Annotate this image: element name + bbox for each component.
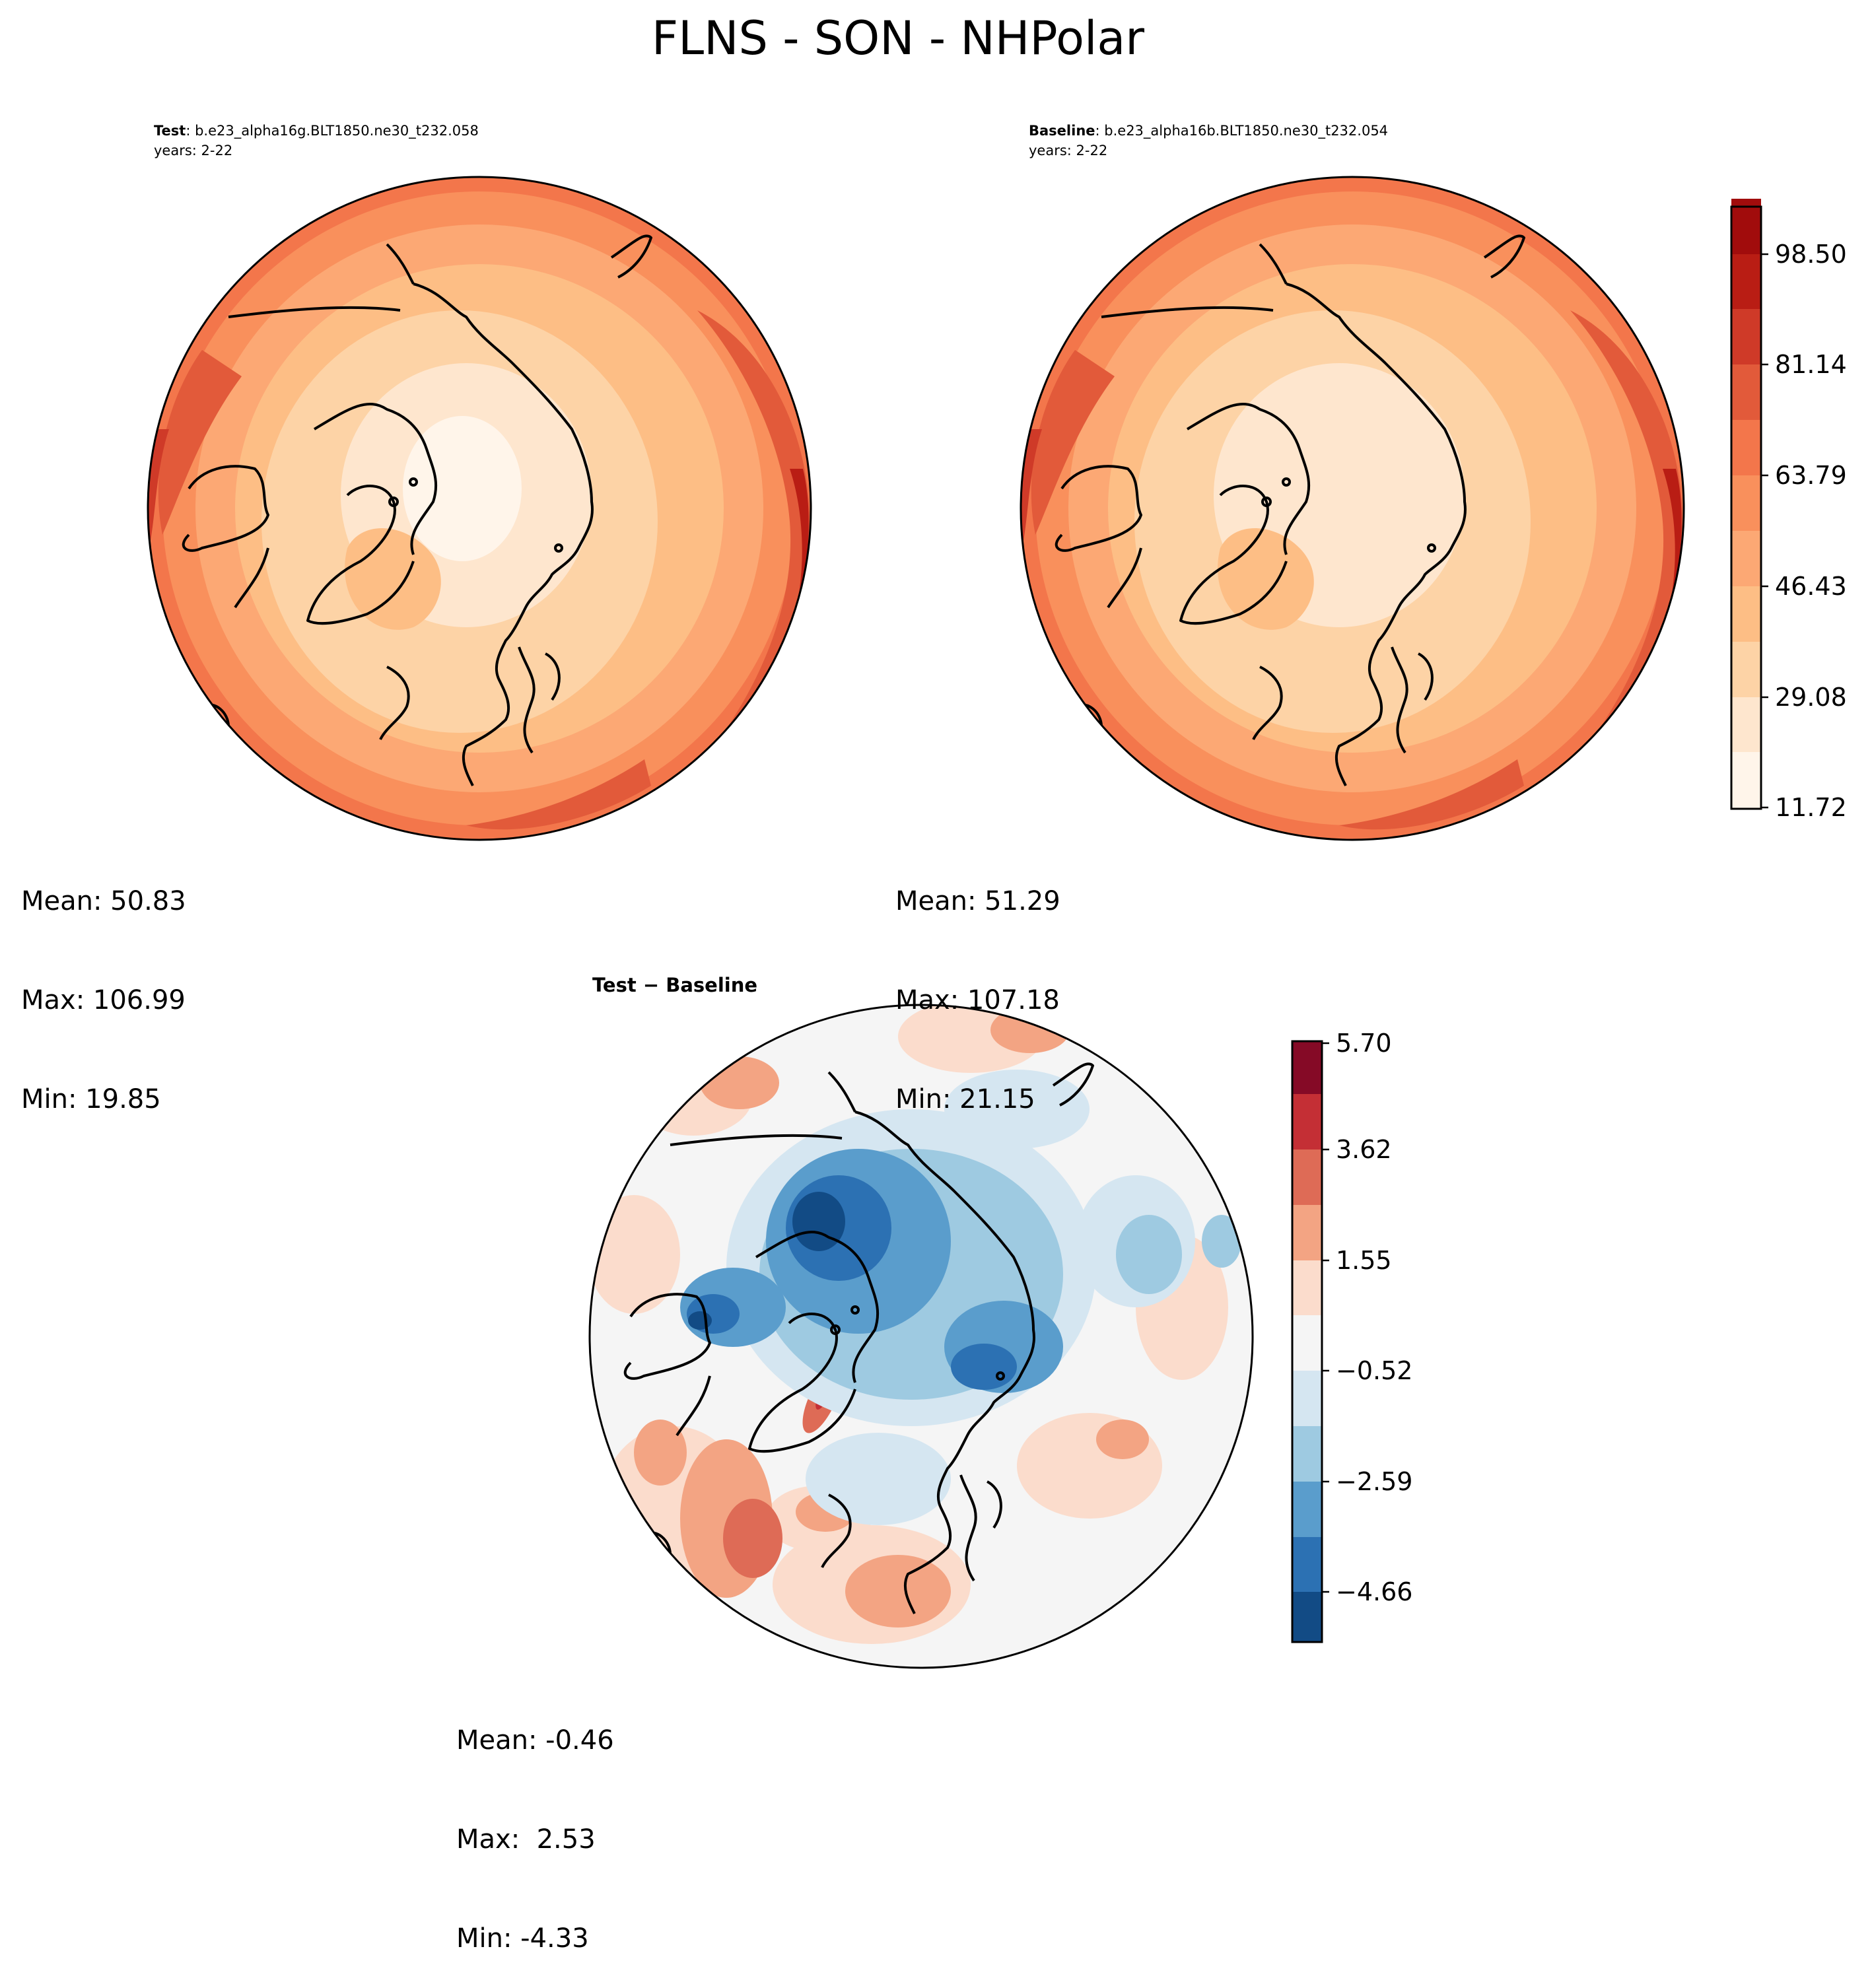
colorbar-main: 11.72 29.08 46.43 63.79 81.14 98.50 xyxy=(1730,199,1847,822)
colorbar-main-tick: 81.14 xyxy=(1775,350,1847,379)
test-max: Max: 106.99 xyxy=(21,985,186,1015)
colorbar-diff-tick: −2.59 xyxy=(1336,1467,1412,1496)
colorbar-main-tick: 29.08 xyxy=(1775,683,1847,712)
diff-map-boundary xyxy=(588,1004,1254,1669)
test-min: Min: 19.85 xyxy=(21,1084,161,1114)
figure: FLNS - SON - NHPolar Test: b.e23_alpha16… xyxy=(147,11,1847,1669)
test-case-name: : b.e23_alpha16g.BLT1850.ne30_t232.058 xyxy=(186,123,479,139)
colorbar-diff: 5.70 3.62 1.55 −0.52 −2.59 −4.66 xyxy=(1291,1029,1412,1643)
colorbar-main-tick: 98.50 xyxy=(1775,240,1847,269)
test-stats: Mean: 50.83 Max: 106.99 Min: 19.85 xyxy=(21,819,186,1149)
test-map xyxy=(148,177,811,840)
baseline-panel: Baseline: b.e23_alpha16b.BLT1850.ne30_t2… xyxy=(1020,123,1685,841)
diff-mean: Mean: -0.46 xyxy=(456,1725,614,1756)
colorbar-main-tick: 11.72 xyxy=(1775,793,1847,822)
baseline-max: Max: 107.18 xyxy=(895,985,1060,1015)
diff-stats: Mean: -0.46 Max: 2.53 Min: -4.33 xyxy=(456,1658,614,1988)
test-years: years: 2-22 xyxy=(154,143,232,158)
baseline-map-boundary xyxy=(1020,176,1685,841)
baseline-stats: Mean: 51.29 Max: 107.18 Min: 21.15 xyxy=(895,819,1060,1149)
diff-panel: Test − Baseline xyxy=(588,974,1254,1669)
baseline-map xyxy=(1021,177,1684,840)
baseline-mean: Mean: 51.29 xyxy=(895,886,1060,916)
diff-max: Max: 2.53 xyxy=(456,1824,596,1855)
colorbar-main-tick: 46.43 xyxy=(1775,572,1847,601)
baseline-case-name: : b.e23_alpha16b.BLT1850.ne30_t232.054 xyxy=(1095,123,1389,139)
colorbar-diff-tick: −4.66 xyxy=(1336,1577,1412,1606)
test-label: Test xyxy=(154,123,186,139)
colorbar-diff-tick: 1.55 xyxy=(1336,1246,1392,1275)
colorbar-diff-tick: −0.52 xyxy=(1336,1356,1412,1385)
test-mean: Mean: 50.83 xyxy=(21,886,186,916)
baseline-min: Min: 21.15 xyxy=(895,1084,1035,1114)
test-panel: Test: b.e23_alpha16g.BLT1850.ne30_t232.0… xyxy=(147,123,812,841)
baseline-label: Baseline xyxy=(1029,123,1095,139)
colorbar-diff-tick: 5.70 xyxy=(1336,1029,1392,1058)
diff-map xyxy=(590,1005,1253,1668)
colorbar-main-tick: 63.79 xyxy=(1775,461,1847,490)
figure-title: FLNS - SON - NHPolar xyxy=(652,11,1144,65)
svg-text:Baseline: b.e23_alpha16b.BLT18: Baseline: b.e23_alpha16b.BLT1850.ne30_t2… xyxy=(1029,123,1388,139)
diff-min: Min: -4.33 xyxy=(456,1923,589,1954)
diff-label: Test − Baseline xyxy=(592,974,757,996)
colorbar-diff-tick: 3.62 xyxy=(1336,1135,1392,1164)
test-map-boundary xyxy=(147,176,812,841)
svg-text:Test: b.e23_alpha16g.BLT1850.n: Test: b.e23_alpha16g.BLT1850.ne30_t232.0… xyxy=(154,123,479,139)
baseline-years: years: 2-22 xyxy=(1029,143,1107,158)
